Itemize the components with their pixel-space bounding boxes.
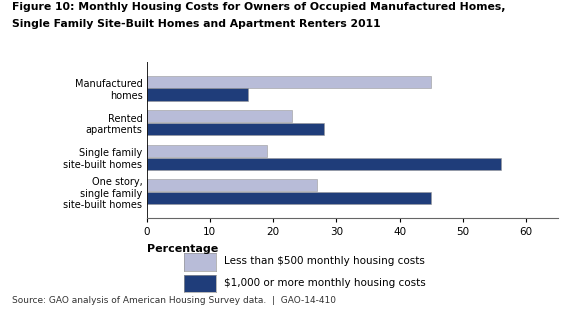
Bar (147, 158, 501, 170)
Text: Less than $500 monthly housing costs: Less than $500 monthly housing costs (224, 256, 425, 266)
Bar (147, 192, 431, 204)
Bar (147, 179, 317, 192)
Text: Figure 10: Monthly Housing Costs for Owners of Occupied Manufactured Homes,: Figure 10: Monthly Housing Costs for Own… (12, 2, 505, 12)
Bar (147, 110, 292, 122)
Text: Single Family Site-Built Homes and Apartment Renters 2011: Single Family Site-Built Homes and Apart… (12, 19, 380, 29)
Bar (147, 76, 431, 88)
Bar (147, 88, 248, 100)
Text: Source: GAO analysis of American Housing Survey data.  |  GAO-14-410: Source: GAO analysis of American Housing… (12, 296, 335, 305)
Text: Percentage: Percentage (147, 244, 218, 254)
Bar (147, 123, 324, 135)
Bar (147, 145, 267, 157)
Text: $1,000 or more monthly housing costs: $1,000 or more monthly housing costs (224, 278, 426, 288)
